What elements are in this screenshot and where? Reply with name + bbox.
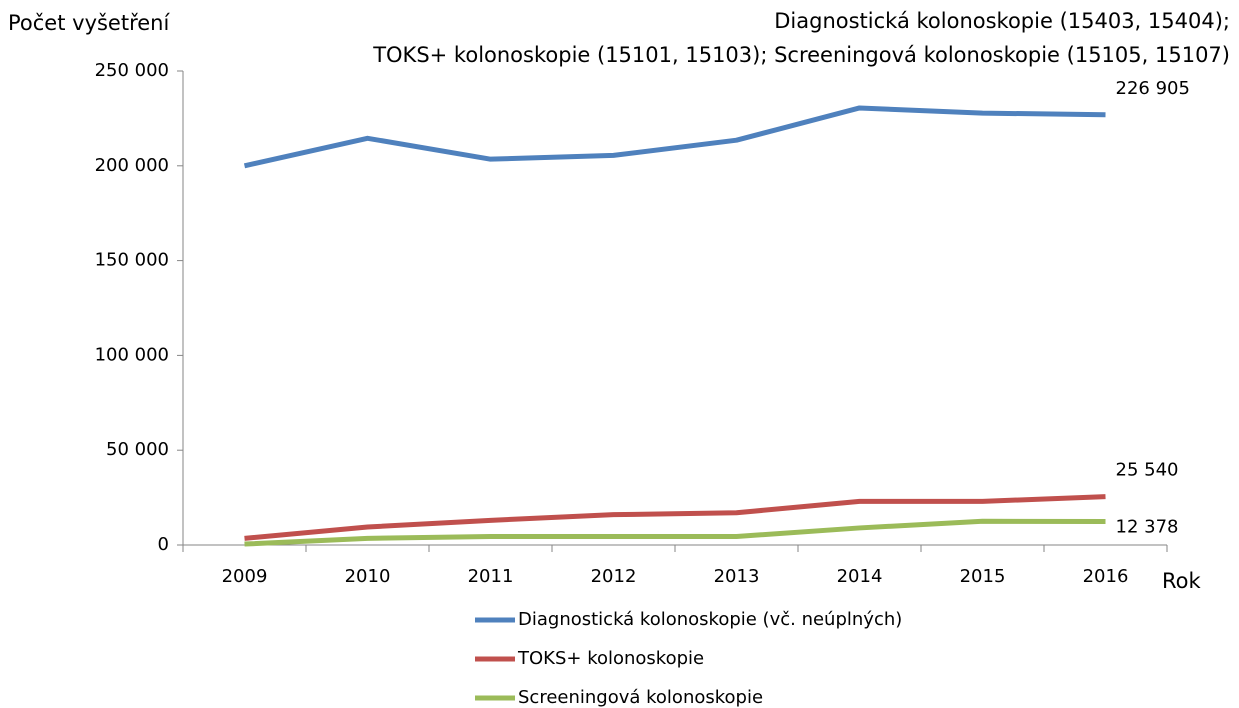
x-tick-label: 2010: [345, 566, 391, 587]
x-tick-label: 2012: [591, 566, 637, 587]
series-line: [243, 105, 1106, 169]
data-label: 226 905: [1116, 78, 1190, 99]
data-label: 12 378: [1116, 517, 1179, 538]
x-tick-label: 2011: [468, 566, 514, 587]
y-tick-label: 50 000: [106, 439, 169, 460]
y-tick-label: 100 000: [95, 344, 169, 365]
legend-label: Diagnostická kolonoskopie (vč. neúplných…: [518, 609, 902, 630]
data-label: 25 540: [1116, 460, 1179, 481]
x-tick-label: 2014: [837, 566, 883, 587]
y-tick-label: 200 000: [95, 155, 169, 176]
series-line: [244, 494, 1106, 541]
y-tick-label: 0: [158, 534, 169, 555]
y-axis-label: Počet vyšetření: [8, 11, 170, 35]
x-tick-label: 2015: [960, 566, 1006, 587]
y-tick-label: 150 000: [95, 250, 169, 271]
x-tick-label: 2009: [222, 566, 268, 587]
x-axis-label: Rok: [1162, 569, 1201, 593]
x-tick-label: 2016: [1083, 566, 1129, 587]
chart-title: Diagnostická kolonoskopie (15403, 15404)…: [774, 9, 1230, 33]
x-tick-label: 2013: [714, 566, 760, 587]
series-line: [244, 518, 1106, 547]
chart-title: TOKS+ kolonoskopie (15101, 15103); Scree…: [372, 43, 1230, 67]
legend-label: Screeningová kolonoskopie: [518, 687, 763, 708]
y-tick-label: 250 000: [95, 60, 169, 81]
legend-label: TOKS+ kolonoskopie: [517, 648, 704, 669]
